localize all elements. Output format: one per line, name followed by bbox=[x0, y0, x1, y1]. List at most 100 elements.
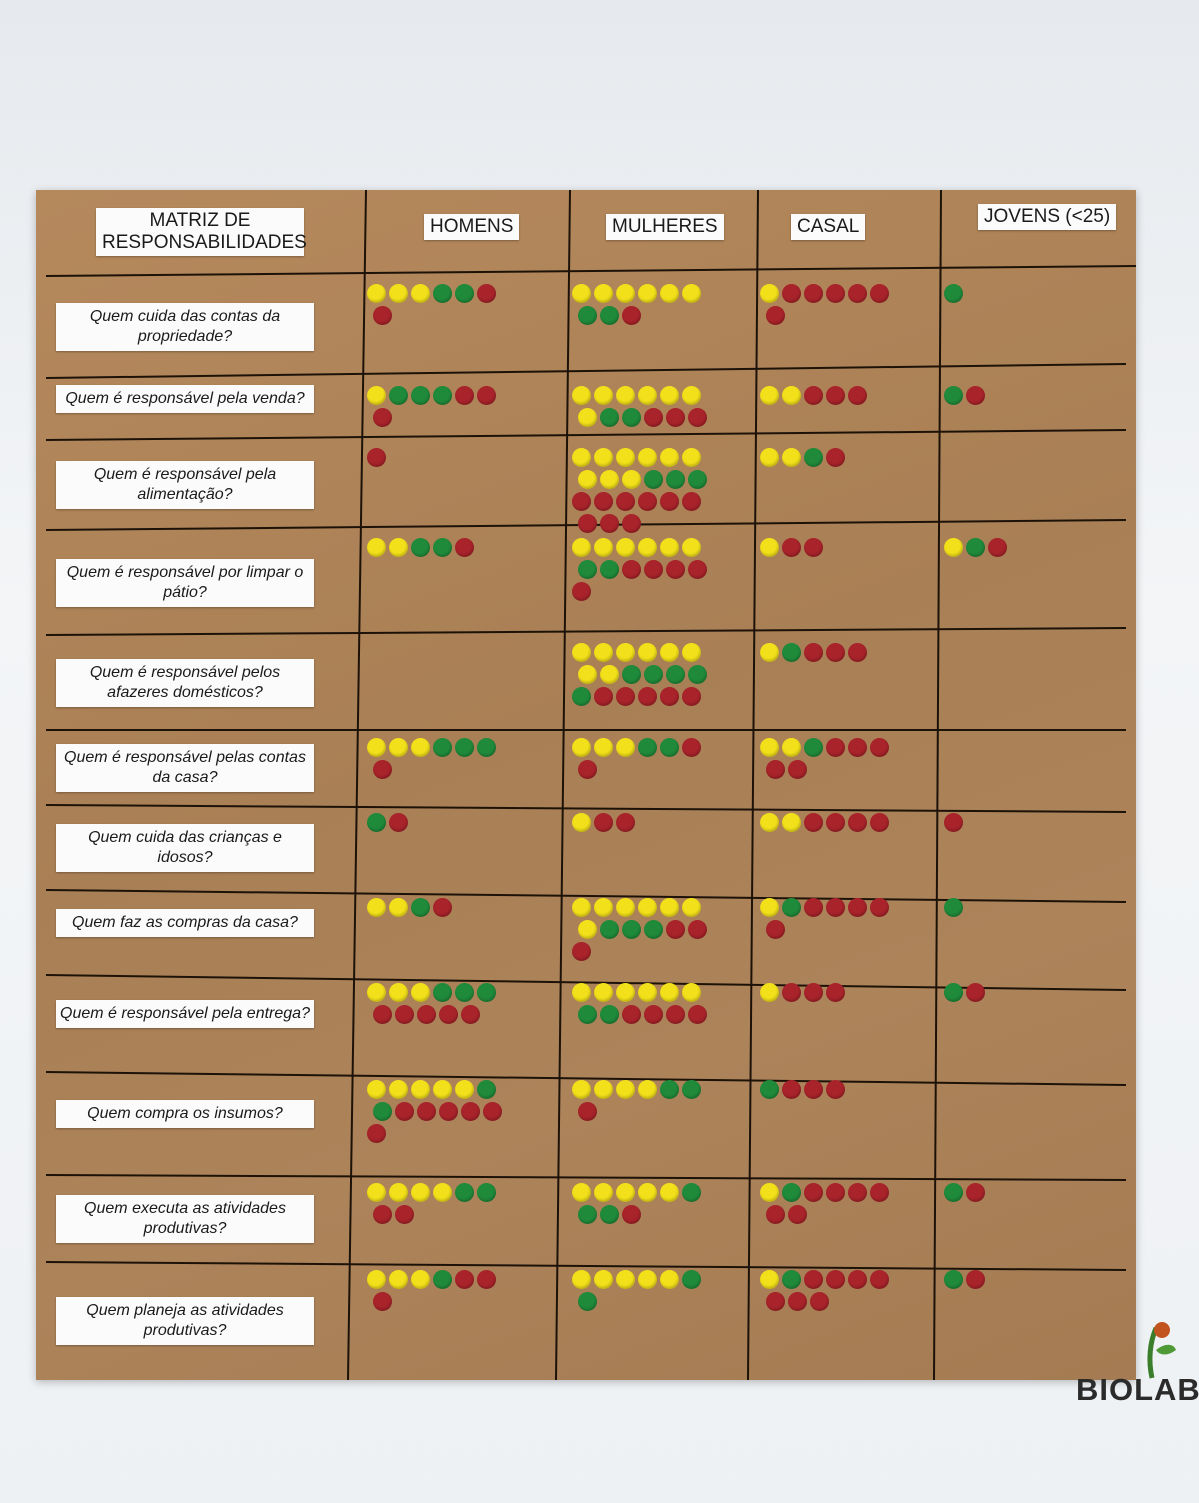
red-sticker bbox=[644, 1005, 663, 1024]
green-sticker bbox=[660, 1080, 679, 1099]
yellow-sticker bbox=[367, 538, 386, 557]
red-sticker bbox=[966, 983, 985, 1002]
yellow-sticker bbox=[411, 284, 430, 303]
yellow-sticker bbox=[594, 983, 613, 1002]
yellow-sticker bbox=[572, 983, 591, 1002]
green-sticker bbox=[433, 983, 452, 1002]
green-sticker bbox=[600, 920, 619, 939]
red-sticker bbox=[782, 1080, 801, 1099]
yellow-sticker bbox=[638, 538, 657, 557]
yellow-sticker bbox=[367, 1183, 386, 1202]
yellow-sticker bbox=[594, 284, 613, 303]
row-label: Quem compra os insumos? bbox=[56, 1099, 314, 1128]
green-sticker bbox=[578, 560, 597, 579]
red-sticker bbox=[622, 306, 641, 325]
yellow-sticker bbox=[572, 1080, 591, 1099]
yellow-sticker bbox=[572, 1183, 591, 1202]
red-sticker bbox=[688, 408, 707, 427]
red-sticker bbox=[826, 738, 845, 757]
green-sticker bbox=[433, 538, 452, 557]
header-casal: CASAL bbox=[791, 214, 866, 240]
biolabor-plant-logo-icon bbox=[1070, 1320, 1199, 1450]
green-sticker bbox=[782, 898, 801, 917]
green-sticker bbox=[644, 665, 663, 684]
yellow-sticker bbox=[638, 898, 657, 917]
red-sticker bbox=[682, 738, 701, 757]
yellow-sticker bbox=[572, 738, 591, 757]
green-sticker bbox=[433, 1270, 452, 1289]
green-sticker bbox=[389, 386, 408, 405]
red-sticker bbox=[848, 1183, 867, 1202]
red-sticker bbox=[395, 1102, 414, 1121]
red-sticker bbox=[395, 1205, 414, 1224]
green-sticker bbox=[455, 738, 474, 757]
red-sticker bbox=[826, 386, 845, 405]
green-sticker bbox=[411, 898, 430, 917]
red-sticker bbox=[373, 1005, 392, 1024]
yellow-sticker bbox=[782, 813, 801, 832]
yellow-sticker bbox=[682, 448, 701, 467]
red-sticker bbox=[578, 1102, 597, 1121]
red-sticker bbox=[461, 1102, 480, 1121]
red-sticker bbox=[826, 448, 845, 467]
red-sticker bbox=[638, 492, 657, 511]
red-sticker bbox=[848, 643, 867, 662]
green-sticker bbox=[600, 1205, 619, 1224]
green-sticker bbox=[367, 813, 386, 832]
yellow-sticker bbox=[660, 898, 679, 917]
green-sticker bbox=[578, 1005, 597, 1024]
red-sticker bbox=[826, 898, 845, 917]
red-sticker bbox=[666, 1005, 685, 1024]
yellow-sticker bbox=[782, 448, 801, 467]
red-sticker bbox=[622, 560, 641, 579]
header-homens: HOMENS bbox=[424, 214, 520, 240]
yellow-sticker bbox=[616, 284, 635, 303]
green-sticker bbox=[688, 665, 707, 684]
green-sticker bbox=[660, 738, 679, 757]
green-sticker bbox=[682, 1080, 701, 1099]
yellow-sticker bbox=[622, 470, 641, 489]
row-label: Quem é responsável por limpar o pátio? bbox=[56, 558, 314, 607]
yellow-sticker bbox=[594, 386, 613, 405]
red-sticker bbox=[788, 1292, 807, 1311]
red-sticker bbox=[966, 1183, 985, 1202]
red-sticker bbox=[594, 687, 613, 706]
yellow-sticker bbox=[638, 1183, 657, 1202]
yellow-sticker bbox=[367, 1270, 386, 1289]
yellow-sticker bbox=[616, 1270, 635, 1289]
red-sticker bbox=[826, 983, 845, 1002]
yellow-sticker bbox=[682, 983, 701, 1002]
yellow-sticker bbox=[367, 738, 386, 757]
red-sticker bbox=[848, 386, 867, 405]
red-sticker bbox=[804, 643, 823, 662]
red-sticker bbox=[455, 538, 474, 557]
yellow-sticker bbox=[682, 386, 701, 405]
red-sticker bbox=[766, 1205, 785, 1224]
green-sticker bbox=[600, 560, 619, 579]
green-sticker bbox=[455, 983, 474, 1002]
yellow-sticker bbox=[367, 284, 386, 303]
yellow-sticker bbox=[682, 643, 701, 662]
yellow-sticker bbox=[616, 983, 635, 1002]
red-sticker bbox=[666, 920, 685, 939]
yellow-sticker bbox=[572, 1270, 591, 1289]
red-sticker bbox=[455, 1270, 474, 1289]
red-sticker bbox=[477, 1270, 496, 1289]
yellow-sticker bbox=[660, 1183, 679, 1202]
row-label: Quem é responsável pela venda? bbox=[56, 385, 314, 413]
red-sticker bbox=[782, 538, 801, 557]
green-sticker bbox=[477, 983, 496, 1002]
red-sticker bbox=[870, 738, 889, 757]
red-sticker bbox=[804, 1270, 823, 1289]
yellow-sticker bbox=[411, 1270, 430, 1289]
red-sticker bbox=[826, 813, 845, 832]
green-sticker bbox=[944, 898, 963, 917]
yellow-sticker bbox=[760, 538, 779, 557]
yellow-sticker bbox=[594, 448, 613, 467]
yellow-sticker bbox=[367, 898, 386, 917]
yellow-sticker bbox=[782, 738, 801, 757]
yellow-sticker bbox=[600, 470, 619, 489]
yellow-sticker bbox=[760, 813, 779, 832]
green-sticker bbox=[578, 1205, 597, 1224]
red-sticker bbox=[766, 760, 785, 779]
